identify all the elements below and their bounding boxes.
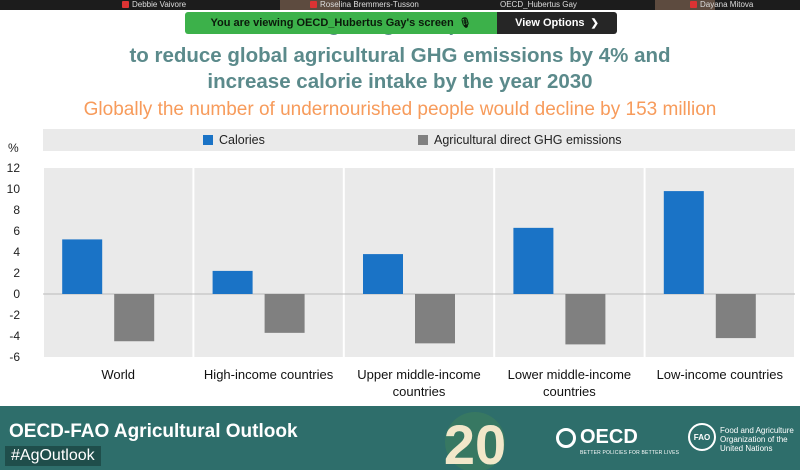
calories-bar xyxy=(513,227,554,294)
oecd-tagline: BETTER POLICIES FOR BETTER LIVES xyxy=(580,450,680,456)
y-tick-label: 8 xyxy=(13,203,20,217)
category-label: Lower middle-income xyxy=(508,367,632,382)
slide-title-line-2: to reduce global agricultural GHG emissi… xyxy=(129,44,671,67)
ghg-bar xyxy=(715,294,756,339)
mic-muted-icon xyxy=(690,1,697,9)
participant-tile[interactable]: Dayana Mitova xyxy=(690,0,800,10)
ghg-bar xyxy=(114,294,155,342)
bar-chart: -6 -4 -2 0 2 4 6 8 10 12% World High-income countri… xyxy=(7,141,795,399)
calories-bar xyxy=(663,191,704,294)
participant-strip: Debbie Vaivore Roselina Bremmers-Tusson … xyxy=(0,0,800,10)
chevron-down-icon: ❯ xyxy=(590,17,599,29)
ghg-bar xyxy=(415,294,455,344)
footer-brand: OECD-FAO Agricultural Outlook xyxy=(9,421,298,442)
oecd-logo: OECD xyxy=(556,426,638,449)
y-tick-label: 2 xyxy=(13,266,20,280)
y-tick-label: -6 xyxy=(9,350,20,364)
footer-hashtag: #AgOutlook xyxy=(5,446,101,466)
slide-title-line-3: increase calorie intake by the year 2030 xyxy=(207,70,593,93)
legend-item-ghg: Agricultural direct GHG emissions xyxy=(418,133,622,147)
y-axis-label: % xyxy=(8,141,19,155)
y-tick-label: -4 xyxy=(9,329,20,343)
legend-swatch xyxy=(418,135,428,145)
legend-label: Calories xyxy=(219,133,265,147)
ghg-bar xyxy=(264,294,305,333)
share-status: You are viewing OECD_Hubertus Gay's scre… xyxy=(185,12,497,34)
oecd-logo-text: OECD xyxy=(580,426,638,448)
fao-emblem: FAO xyxy=(688,423,716,451)
legend-item-calories: Calories xyxy=(203,133,265,147)
footer-banner: OECD-FAO Agricultural Outlook #AgOutlook… xyxy=(0,406,800,470)
view-options-label: View Options xyxy=(515,17,585,29)
y-tick-label: -2 xyxy=(9,308,20,322)
legend-label: Agricultural direct GHG emissions xyxy=(434,133,622,147)
participant-tile[interactable]: Debbie Vaivore xyxy=(122,0,272,10)
fao-name: Food and Agriculture Organization of the… xyxy=(720,426,794,453)
chart-legend: Calories Agricultural direct GHG emissio… xyxy=(43,129,795,151)
y-tick-label: 4 xyxy=(13,245,20,259)
y-tick-label: 10 xyxy=(7,182,21,196)
calories-bar xyxy=(212,270,253,294)
slide-subtitle: Globally the number of undernourished pe… xyxy=(83,99,717,120)
anniversary-20-logo: 20 xyxy=(444,412,506,470)
category-label: High-income countries xyxy=(204,367,334,382)
category-label: Upper middle-income xyxy=(357,367,481,382)
view-options-button[interactable]: View Options ❯ xyxy=(497,12,617,34)
y-tick-label: 6 xyxy=(13,224,20,238)
ghg-bar xyxy=(565,294,606,345)
share-status-text: You are viewing OECD_Hubertus Gay's scre… xyxy=(210,17,454,29)
category-label: Low-income countries xyxy=(657,367,784,382)
screen-share-banner: You are viewing OECD_Hubertus Gay's scre… xyxy=(185,12,617,34)
category-label: countries xyxy=(393,384,446,399)
oecd-ring-icon xyxy=(556,427,576,448)
legend-swatch xyxy=(203,135,213,145)
participant-thumbnail xyxy=(655,0,715,10)
category-label: countries xyxy=(543,384,596,399)
mic-muted-icon xyxy=(310,1,317,9)
y-tick-label: 12 xyxy=(7,161,21,175)
calories-bar xyxy=(363,254,403,294)
mic-muted-icon: 🎙 xyxy=(458,17,472,29)
participant-tile[interactable]: OECD_Hubertus Gay xyxy=(500,0,577,9)
anniversary-number: 20 xyxy=(444,413,506,470)
mic-muted-icon xyxy=(122,1,129,9)
calories-bar xyxy=(62,239,103,294)
y-tick-label: 0 xyxy=(13,287,20,301)
category-label: World xyxy=(101,367,135,382)
participant-tile[interactable]: Roselina Bremmers-Tusson xyxy=(310,0,460,10)
anniversary-globe-icon xyxy=(445,412,505,470)
